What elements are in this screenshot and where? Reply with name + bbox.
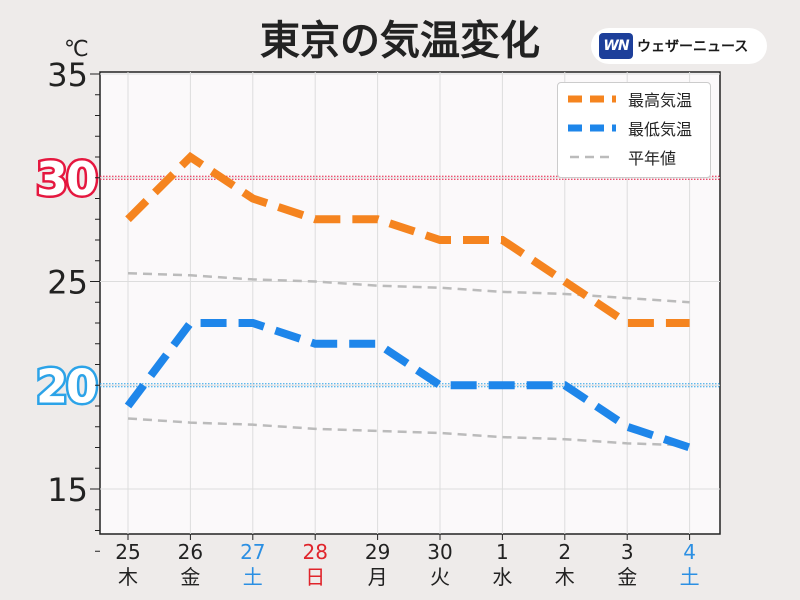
series-line-normal-low: [127, 417, 690, 447]
legend-swatch-normal: [564, 143, 620, 171]
y-tick-label: 35: [47, 56, 88, 94]
x-tick-label-weekday: 月: [368, 565, 388, 589]
weathernews-logo: WN ウェザーニュース: [591, 28, 767, 64]
x-tick-label-date: 3: [621, 540, 634, 564]
x-tick-label-date: 30: [427, 540, 452, 564]
x-tick-label-date: 29: [365, 540, 390, 564]
series-line-high: [125, 151, 690, 327]
x-tick-label-weekday: 水: [492, 565, 512, 589]
x-tick-label-date: 1: [496, 540, 509, 564]
chart-title: 東京の気温変化: [260, 18, 540, 64]
x-tick-label-weekday: 金: [617, 565, 637, 589]
y-tick-label: 15: [47, 471, 88, 509]
x-tick-label-weekday: 木: [555, 565, 575, 589]
legend-swatch-high: [564, 85, 620, 113]
reference-label-20: 20: [36, 359, 96, 413]
logo-text: ウェザーニュース: [637, 39, 749, 55]
x-tick-label-weekday: 土: [243, 565, 263, 589]
y-tick-label: 25: [47, 264, 88, 302]
x-tick-label-weekday: 土: [680, 565, 700, 589]
legend: 最高気温 最低気温 平年値: [557, 82, 711, 178]
legend-item-low: 最低気温: [558, 114, 710, 142]
legend-label-high: 最高気温: [628, 91, 693, 110]
x-tick-label-date: 2: [558, 540, 571, 564]
x-tick-label-weekday: 火: [430, 565, 450, 589]
x-tick-label-weekday: 木: [118, 565, 138, 589]
x-tick-label-weekday: 日: [305, 565, 325, 589]
x-tick-label-date: 27: [240, 540, 265, 564]
legend-label-normal: 平年値: [628, 149, 677, 168]
series-line-normal-high: [127, 271, 690, 304]
legend-swatch-low: [564, 114, 620, 142]
x-tick-label-date: 28: [302, 540, 327, 564]
x-tick-label-date: 26: [178, 540, 203, 564]
x-tick-label-date: 4: [683, 540, 696, 564]
legend-item-high: 最高気温: [558, 85, 710, 113]
y-axis-unit: ℃: [64, 37, 89, 62]
reference-label-30: 30: [36, 152, 96, 206]
series-line-low: [124, 319, 691, 452]
x-tick-label-date: 25: [115, 540, 140, 564]
legend-item-normal: 平年値: [558, 143, 710, 171]
legend-label-low: 最低気温: [628, 120, 693, 139]
x-tick-label-weekday: 金: [180, 565, 200, 589]
logo-badge: WN: [599, 33, 633, 59]
